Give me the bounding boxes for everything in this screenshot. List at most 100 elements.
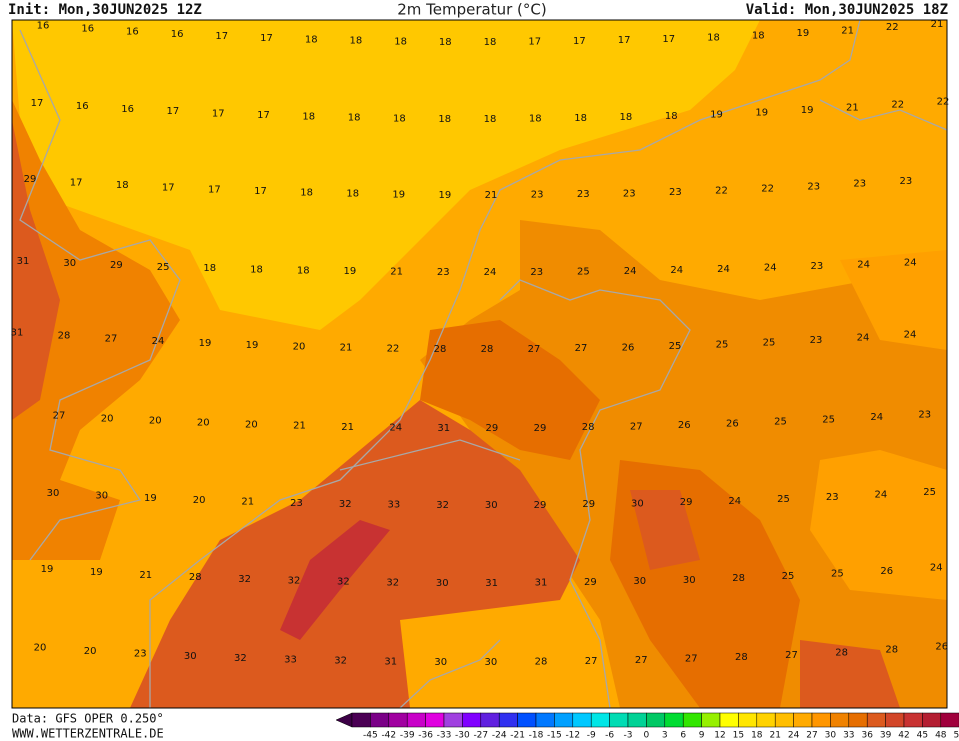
colorbar-tick: 18 bbox=[751, 731, 763, 741]
temperature-label: 25 bbox=[777, 494, 790, 505]
colorbar-tick: -15 bbox=[547, 731, 562, 741]
temperature-label: 17 bbox=[254, 186, 267, 197]
temperature-label: 26 bbox=[935, 641, 948, 652]
temperature-label: 20 bbox=[149, 416, 162, 427]
field-hot bbox=[420, 320, 800, 708]
colorbar-tick: 24 bbox=[788, 731, 800, 741]
temperature-label: 27 bbox=[53, 411, 66, 422]
temperature-label: 16 bbox=[126, 27, 139, 38]
temperature-label: 20 bbox=[193, 495, 206, 506]
temperature-label: 20 bbox=[101, 413, 114, 424]
temperature-label: 18 bbox=[116, 180, 129, 191]
temperature-label: 29 bbox=[680, 497, 693, 508]
temperature-label: 27 bbox=[585, 656, 598, 667]
colorbar-box bbox=[719, 712, 739, 728]
colorbar-tick: 51 bbox=[953, 731, 959, 741]
temperature-label: 16 bbox=[37, 20, 50, 31]
temperature-label: 18 bbox=[300, 188, 313, 199]
temperature-label: 24 bbox=[870, 412, 883, 423]
temperature-label: 23 bbox=[530, 267, 543, 278]
temperature-label: 21 bbox=[341, 422, 354, 433]
temperature-label: 18 bbox=[484, 114, 497, 125]
temperature-label: 18 bbox=[484, 37, 497, 48]
temperature-label: 23 bbox=[290, 498, 303, 509]
colorbar-tick: 36 bbox=[861, 731, 873, 741]
colorbar-box bbox=[774, 712, 794, 728]
colorbar-box bbox=[388, 712, 408, 728]
temperature-label: 19 bbox=[41, 564, 54, 575]
temperature-label: 29 bbox=[110, 260, 123, 271]
temperature-label: 28 bbox=[481, 344, 494, 355]
temperature-label: 21 bbox=[846, 103, 859, 114]
field-warm bbox=[420, 220, 947, 708]
colorbar-tick: 21 bbox=[769, 731, 780, 741]
colorbar-box bbox=[351, 712, 371, 728]
valid-time: Valid: Mon,30JUN2025 18Z bbox=[746, 2, 948, 18]
temperature-label: 16 bbox=[171, 29, 184, 40]
temperature-label: 22 bbox=[761, 184, 774, 195]
temperature-label: 22 bbox=[387, 343, 400, 354]
temperature-label: 25 bbox=[763, 337, 776, 348]
temperature-label: 20 bbox=[84, 646, 97, 657]
temperature-label: 24 bbox=[152, 336, 165, 347]
border bbox=[339, 99, 947, 708]
colorbar-tick: 3 bbox=[662, 731, 668, 741]
temperature-label: 25 bbox=[782, 571, 795, 582]
temperature-label: 32 bbox=[238, 574, 251, 585]
temperature-label: 30 bbox=[434, 657, 447, 668]
temperature-label: 25 bbox=[716, 339, 729, 350]
temperature-label: 23 bbox=[134, 648, 147, 659]
colorbar-box bbox=[443, 712, 463, 728]
temperature-label: 17 bbox=[212, 108, 225, 119]
colorbar-box bbox=[885, 712, 905, 728]
temperature-label: 29 bbox=[584, 577, 597, 588]
temperature-label: 23 bbox=[810, 335, 823, 346]
colorbar-box bbox=[922, 712, 942, 728]
temperature-label: 25 bbox=[923, 487, 936, 498]
temperature-label: 27 bbox=[528, 344, 541, 355]
colorbar-tick: 30 bbox=[825, 731, 837, 741]
temperature-label: 24 bbox=[904, 257, 917, 268]
temperature-label: 23 bbox=[577, 189, 590, 200]
colorbar-box bbox=[903, 712, 923, 728]
temperature-label: 16 bbox=[121, 104, 134, 115]
temperature-label: 31 bbox=[11, 327, 24, 338]
temperature-label: 20 bbox=[245, 419, 258, 430]
temperature-label: 23 bbox=[811, 261, 824, 272]
colorbar-tick: -39 bbox=[400, 731, 415, 741]
temperature-label: 27 bbox=[575, 343, 588, 354]
temperature-label: 32 bbox=[234, 653, 247, 664]
temperature-label: 25 bbox=[774, 417, 787, 428]
temperature-label: 24 bbox=[717, 264, 730, 275]
temperature-label: 27 bbox=[630, 421, 643, 432]
temperature-label: 21 bbox=[931, 19, 944, 30]
temperature-label: 24 bbox=[624, 266, 637, 277]
temperature-label: 17 bbox=[31, 98, 44, 109]
temperature-label: 30 bbox=[47, 488, 60, 499]
temperature-label: 18 bbox=[297, 265, 310, 276]
field-extreme bbox=[280, 520, 390, 640]
temperature-label: 32 bbox=[337, 577, 350, 588]
colorbar-tick: 39 bbox=[880, 731, 892, 741]
temperature-label: 17 bbox=[662, 34, 675, 45]
temperature-label: 18 bbox=[752, 30, 765, 41]
field-mild bbox=[810, 250, 947, 600]
temperature-label: 28 bbox=[885, 644, 898, 655]
temperature-label: 29 bbox=[534, 500, 547, 511]
temperature-label: 29 bbox=[582, 499, 595, 510]
temperature-label: 25 bbox=[822, 415, 835, 426]
temperature-label: 25 bbox=[157, 262, 170, 273]
colorbar-arrow bbox=[335, 712, 353, 728]
temperature-label: 21 bbox=[139, 570, 152, 581]
temperature-label: 21 bbox=[485, 190, 498, 201]
temperature-label: 30 bbox=[485, 500, 498, 511]
colorbar-tick: -24 bbox=[492, 731, 507, 741]
temperature-label: 18 bbox=[346, 189, 359, 200]
temperature-label: 28 bbox=[732, 573, 745, 584]
temperature-label: 21 bbox=[293, 421, 306, 432]
temperature-label: 17 bbox=[70, 177, 83, 188]
field-very-hot bbox=[130, 400, 700, 708]
temperature-label: 29 bbox=[24, 174, 37, 185]
temperature-label: 30 bbox=[184, 651, 197, 662]
temperature-label: 28 bbox=[835, 647, 848, 658]
